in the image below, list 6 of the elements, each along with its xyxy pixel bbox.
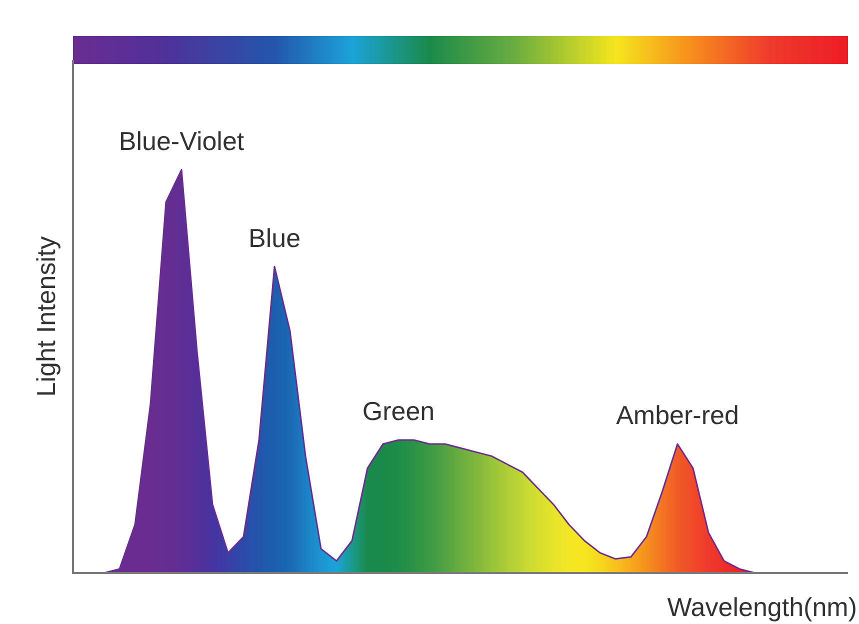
annotation: Green — [362, 396, 435, 426]
annotation: Amber-red — [616, 400, 739, 430]
y-axis-title: Light Intensity — [31, 236, 62, 397]
text: Blue-Violet — [118, 126, 245, 156]
x-axis-title: Wavelength(nm) — [667, 592, 857, 622]
annotation: Blue — [248, 222, 301, 253]
